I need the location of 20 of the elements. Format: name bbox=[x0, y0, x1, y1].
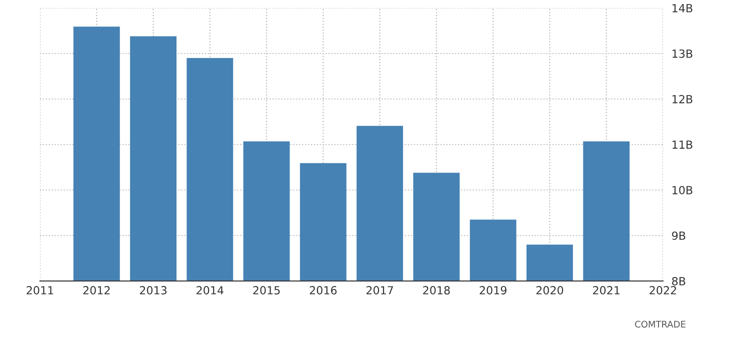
x-tick-label: 2020 bbox=[536, 286, 564, 294]
x-tick-label: 2017 bbox=[366, 286, 394, 294]
x-tick-label: 2013 bbox=[140, 286, 167, 294]
x-tick-label: 2021 bbox=[593, 286, 620, 294]
x-tick-label: 2019 bbox=[480, 286, 506, 294]
y-tick-label: 11B bbox=[672, 140, 692, 149]
x-tick-label: 2018 bbox=[423, 286, 450, 294]
y-tick-label: 12B bbox=[672, 94, 692, 104]
x-tick-label: 2014 bbox=[196, 286, 224, 294]
y-tick-label: 9B bbox=[672, 231, 686, 240]
y-tick-label: 14B bbox=[672, 4, 692, 12]
x-tick-label: 2015 bbox=[253, 286, 280, 294]
x-tick-label: 2016 bbox=[310, 286, 337, 294]
y-tick-label: 13B bbox=[672, 49, 692, 58]
x-tick-label: 2012 bbox=[83, 286, 110, 294]
y-tick-label: 10B bbox=[672, 186, 692, 194]
x-tick-label: 2011 bbox=[26, 286, 54, 294]
text: COMTRADE bbox=[635, 320, 686, 328]
x-tick-label: 2022 bbox=[650, 286, 676, 294]
y-tick-label: 8B bbox=[672, 276, 686, 286]
